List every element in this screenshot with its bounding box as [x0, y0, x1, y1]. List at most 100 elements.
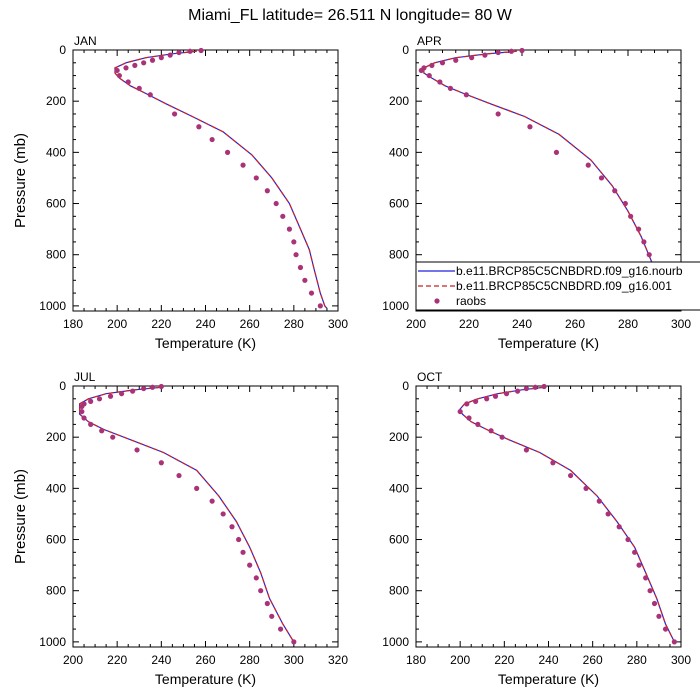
x-tick-label: 300 — [671, 317, 691, 331]
y-tick-label: 1000 — [39, 299, 66, 313]
raobs-point — [264, 600, 270, 607]
series-line-001 — [459, 386, 675, 643]
raobs-point — [291, 239, 297, 245]
x-tick-label: 280 — [240, 653, 260, 667]
raobs-point — [475, 421, 481, 427]
raobs-point — [641, 239, 647, 245]
plot-frame — [72, 49, 339, 312]
x-tick-label: 200 — [107, 317, 127, 331]
y-tick-label: 600 — [46, 533, 66, 547]
x-tick-label: 260 — [565, 317, 585, 331]
raobs-point — [418, 67, 424, 74]
x-axis-label: Temperature (K) — [498, 335, 599, 351]
raobs-point — [495, 111, 501, 117]
raobs-point — [464, 401, 470, 407]
raobs-point — [492, 393, 499, 399]
panel-title: APR — [417, 34, 442, 48]
legend-label: raobs — [456, 294, 486, 308]
raobs-point — [136, 85, 142, 91]
raobs-point — [583, 485, 589, 491]
raobs-point — [625, 536, 631, 543]
raobs-point — [107, 393, 114, 399]
y-tick-label: 600 — [46, 197, 66, 211]
y-tick-label: 1000 — [39, 635, 66, 649]
raobs-point — [482, 52, 488, 58]
raobs-point — [616, 524, 622, 530]
x-tick-label: 220 — [494, 653, 514, 667]
raobs-point — [302, 277, 308, 283]
y-tick-label: 0 — [59, 379, 66, 393]
x-axis-label: Temperature (K) — [498, 671, 599, 687]
raobs-point — [656, 613, 662, 619]
raobs-point — [466, 415, 472, 421]
raobs-point — [503, 391, 510, 397]
x-tick-label: 280 — [284, 317, 304, 331]
raobs-point — [247, 562, 253, 568]
raobs-point — [171, 111, 178, 117]
y-tick-label: 200 — [389, 94, 409, 108]
raobs-point — [532, 384, 538, 390]
raobs-point — [514, 388, 521, 394]
raobs-point — [132, 62, 138, 68]
legend-label: b.e11.BRCP85C5CNBDRD.f09_g16.001 — [456, 279, 672, 293]
y-tick-label: 0 — [59, 43, 66, 57]
x-tick-label: 200 — [63, 653, 83, 667]
panels: 180 200 220 240 260 280 300 0 200 400 600 800 1000 Te… — [12, 34, 691, 687]
raobs-point — [651, 600, 658, 607]
raobs-point — [147, 92, 153, 98]
raobs-point — [622, 200, 628, 207]
raobs-point — [527, 124, 533, 130]
raobs-point — [308, 290, 315, 296]
raobs-point — [158, 55, 164, 61]
raobs-point — [253, 575, 259, 581]
raobs-point — [632, 549, 638, 555]
y-tick-label: 800 — [46, 584, 66, 598]
raobs-point — [264, 188, 270, 194]
raobs-point — [596, 498, 602, 504]
raobs-point — [114, 67, 120, 74]
x-tick-label: 300 — [671, 653, 691, 667]
raobs-point — [240, 549, 246, 555]
raobs-point — [158, 460, 164, 466]
plot-frame — [415, 385, 682, 648]
legend: b.e11.BRCP85C5CNBDRD.f09_g16.nourbb.e11.… — [415, 261, 700, 311]
raobs-point — [605, 511, 611, 517]
y-tick-label: 1000 — [382, 299, 409, 313]
x-tick-label: 200 — [406, 317, 426, 331]
panel-jan: 180 200 220 240 260 280 300 0 200 400 600 800 1000 Te… — [12, 34, 348, 351]
raobs-point — [499, 434, 505, 440]
x-tick-label: 240 — [538, 653, 558, 667]
x-tick-label: 220 — [107, 653, 127, 667]
raobs-point — [519, 47, 525, 54]
panel-oct: 180 200 220 240 260 280 300 0 200 400 600 800 1000 Te… — [382, 370, 691, 687]
raobs-point — [646, 252, 652, 258]
raobs-point — [141, 385, 147, 392]
series-line-nourb — [78, 386, 295, 643]
x-tick-label: 280 — [618, 317, 638, 331]
x-tick-label: 240 — [151, 653, 171, 667]
y-tick-label: 0 — [402, 379, 409, 393]
x-tick-label: 220 — [459, 317, 479, 331]
raobs-point — [134, 447, 140, 453]
y-tick-label: 800 — [46, 248, 66, 262]
series-line-nourb — [459, 386, 675, 643]
y-tick-label: 800 — [389, 584, 409, 598]
raobs-point — [141, 60, 147, 66]
raobs-point — [286, 226, 293, 232]
raobs-point — [636, 226, 642, 232]
raobs-point — [280, 213, 286, 219]
raobs-point — [628, 213, 634, 219]
raobs-point — [88, 398, 94, 404]
raobs-point — [523, 447, 530, 453]
raobs-point — [277, 626, 284, 632]
x-tick-label: 220 — [151, 317, 171, 331]
raobs-point — [488, 428, 494, 434]
legend-box — [415, 261, 700, 311]
raobs-point — [196, 124, 202, 130]
legend-marker — [434, 298, 440, 304]
raobs-point — [269, 613, 275, 619]
x-tick-label: 240 — [195, 317, 215, 331]
x-tick-label: 180 — [63, 317, 83, 331]
raobs-point — [79, 403, 85, 410]
